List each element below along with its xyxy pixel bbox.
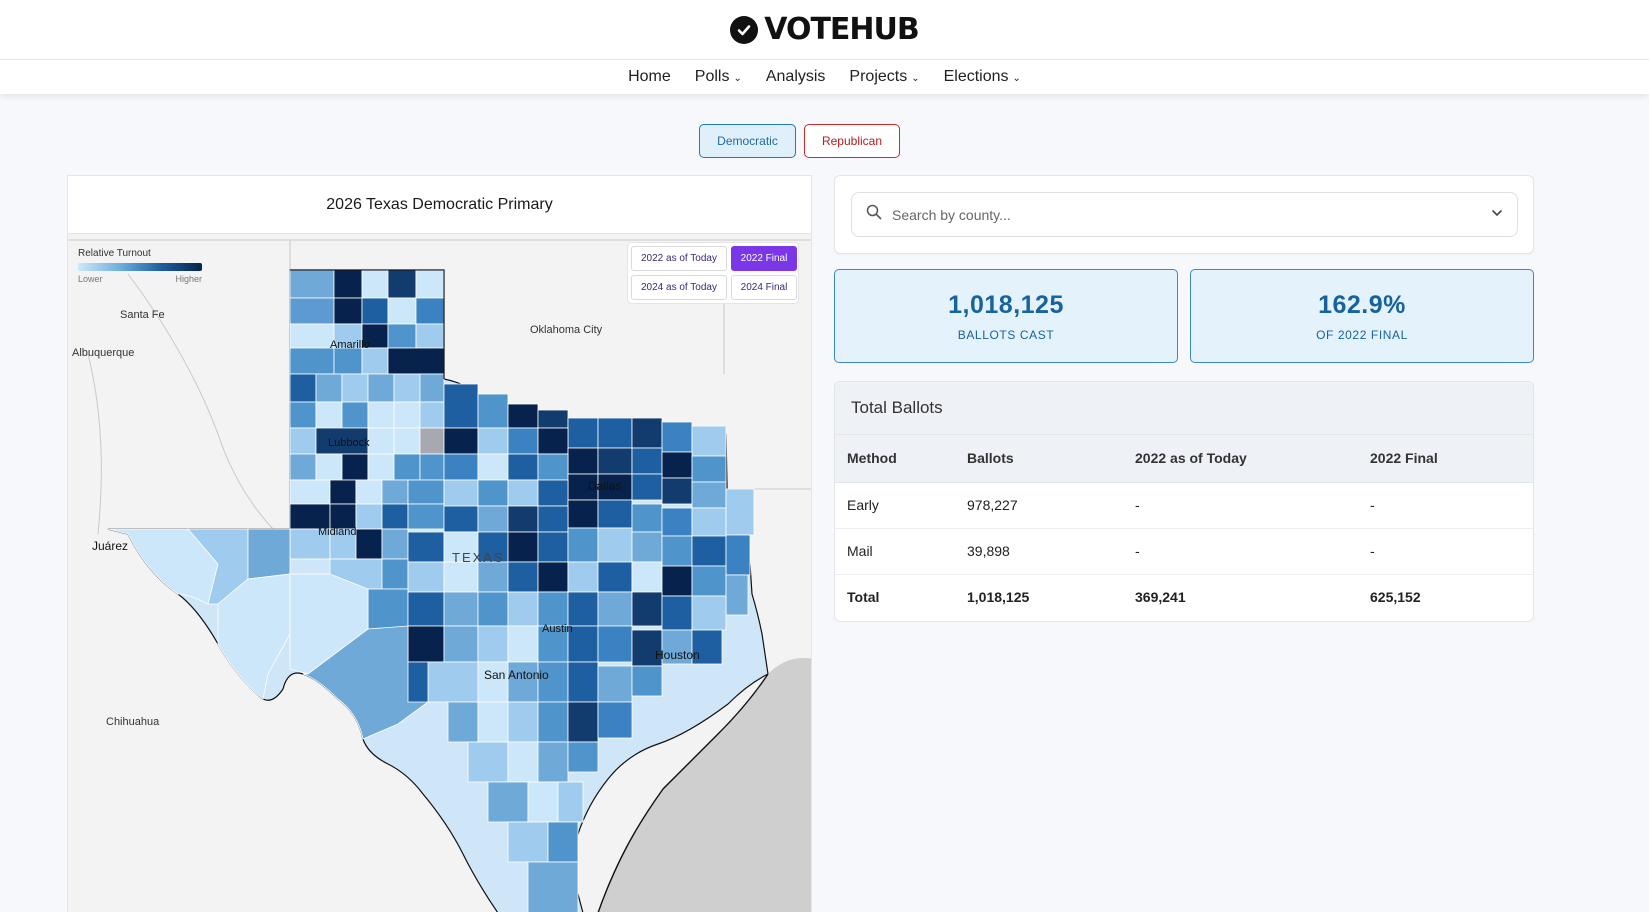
percent-of-final-value: 162.9% bbox=[1318, 290, 1406, 319]
total-ballots-card: Total Ballots Method Ballots 2022 as of … bbox=[834, 381, 1534, 622]
legend-title: Relative Turnout bbox=[78, 248, 151, 259]
republican-button[interactable]: Republican bbox=[804, 124, 900, 158]
search-icon bbox=[866, 204, 882, 225]
percent-of-final-card: 162.9% OF 2022 FINAL bbox=[1190, 269, 1534, 363]
panhandle-border bbox=[290, 269, 445, 379]
coastline bbox=[597, 673, 769, 912]
ballots-cast-value: 1,018,125 bbox=[948, 290, 1064, 319]
table-title: Total Ballots bbox=[835, 382, 1533, 435]
chevron-down-icon: ⌄ bbox=[733, 72, 742, 84]
nav-home[interactable]: Home bbox=[628, 68, 671, 86]
cell-2022-final: - bbox=[1370, 482, 1533, 529]
col-2022-final: 2022 Final bbox=[1370, 435, 1533, 483]
label-santa-fe: Santa Fe bbox=[120, 309, 165, 321]
legend-high: Higher bbox=[175, 274, 202, 284]
cell-method: Total bbox=[847, 589, 880, 606]
label-dallas: Dallas bbox=[588, 479, 621, 493]
check-circle-icon bbox=[730, 15, 759, 44]
map-canvas[interactable]: Santa Fe Albuquerque Oklahoma City Amari… bbox=[68, 234, 812, 912]
party-toggle: Democratic Republican bbox=[699, 124, 900, 158]
ballots-cast-card: 1,018,125 BALLOTS CAST bbox=[834, 269, 1178, 363]
county-search-card: Search by county... bbox=[834, 175, 1534, 254]
nav-projects[interactable]: Projects ⌄ bbox=[849, 68, 919, 86]
col-2022-as-of-today: 2022 as of Today bbox=[1135, 435, 1370, 483]
county-grid-west bbox=[107, 528, 429, 740]
table-row-total: Total 1,018,125 369,241 625,152 bbox=[835, 574, 1533, 620]
cell-2022-as-of-today: 369,241 bbox=[1135, 589, 1186, 606]
cell-2022-as-of-today: - bbox=[1135, 528, 1370, 575]
map-labels: Santa Fe Albuquerque Oklahoma City Amari… bbox=[72, 309, 700, 728]
table-row: Mail 39,898 - - bbox=[835, 528, 1533, 575]
cell-method: Mail bbox=[835, 528, 967, 575]
county-grid-east bbox=[443, 383, 755, 537]
nav-label: Home bbox=[628, 68, 671, 85]
nav-label: Projects bbox=[849, 68, 908, 85]
nav-label: Elections bbox=[943, 68, 1009, 85]
year-2024-final-button[interactable]: 2024 Final bbox=[731, 275, 797, 300]
year-2024-as-of-today-button[interactable]: 2024 as of Today bbox=[631, 275, 727, 300]
cell-ballots: 978,227 bbox=[967, 482, 1135, 529]
legend-ends: Lower Higher bbox=[78, 274, 202, 284]
cell-method: Early bbox=[835, 482, 967, 529]
map-card: 2026 Texas Democratic Primary bbox=[67, 175, 812, 912]
label-san-antonio: San Antonio bbox=[484, 668, 549, 682]
label-albuquerque: Albuquerque bbox=[72, 347, 134, 359]
nav-label: Analysis bbox=[765, 68, 826, 85]
nav-analysis[interactable]: Analysis bbox=[766, 68, 826, 86]
table-header-row: Method Ballots 2022 as of Today 2022 Fin… bbox=[835, 435, 1533, 483]
label-texas: TEXAS bbox=[452, 550, 505, 565]
label-lubbock: Lubbock bbox=[328, 437, 370, 449]
label-juarez: Juárez bbox=[92, 539, 128, 553]
nav-polls[interactable]: Polls ⌄ bbox=[695, 68, 742, 86]
democratic-button[interactable]: Democratic bbox=[699, 124, 796, 158]
cell-ballots: 1,018,125 bbox=[967, 589, 1030, 606]
brand-name: VOTEHUB bbox=[764, 12, 919, 47]
label-midland: Midland bbox=[318, 526, 357, 538]
main-nav: Home Polls ⌄ Analysis Projects ⌄ Elections… bbox=[0, 60, 1649, 94]
label-chihuahua: Chihuahua bbox=[106, 716, 160, 728]
search-placeholder: Search by county... bbox=[892, 206, 1011, 223]
legend-gradient bbox=[78, 263, 202, 271]
year-2022-as-of-today-button[interactable]: 2022 as of Today bbox=[631, 246, 727, 271]
table-row: Early 978,227 - - bbox=[835, 482, 1533, 529]
cell-2022-as-of-today: - bbox=[1135, 482, 1370, 529]
total-ballots-table: Method Ballots 2022 as of Today 2022 Fin… bbox=[835, 435, 1533, 620]
label-amarillo: Amarillo bbox=[330, 339, 370, 351]
percent-of-final-label: OF 2022 FINAL bbox=[1316, 327, 1408, 342]
turnout-map[interactable]: Santa Fe Albuquerque Oklahoma City Amari… bbox=[68, 234, 812, 912]
label-oklahoma-city: Oklahoma City bbox=[530, 324, 603, 336]
nav-label: Polls bbox=[694, 68, 730, 85]
site-header: VOTEHUB bbox=[0, 0, 1649, 60]
chevron-down-icon[interactable] bbox=[1491, 206, 1503, 224]
label-austin: Austin bbox=[542, 623, 573, 635]
county-search-input[interactable]: Search by county... bbox=[851, 192, 1518, 237]
nav-elections[interactable]: Elections ⌄ bbox=[944, 68, 1021, 86]
cell-2022-final: 625,152 bbox=[1370, 589, 1421, 606]
chevron-down-icon: ⌄ bbox=[1012, 72, 1021, 84]
cell-ballots: 39,898 bbox=[967, 528, 1135, 575]
map-title: 2026 Texas Democratic Primary bbox=[68, 176, 811, 234]
year-2022-final-button[interactable]: 2022 Final bbox=[731, 246, 797, 271]
label-houston: Houston bbox=[655, 648, 700, 662]
year-selector: 2022 as of Today 2022 Final 2024 as of T… bbox=[627, 242, 799, 304]
col-ballots: Ballots bbox=[967, 435, 1135, 483]
gulf-of-mexico bbox=[598, 658, 811, 912]
site-logo[interactable]: VOTEHUB bbox=[730, 12, 920, 47]
legend-low: Lower bbox=[78, 274, 103, 284]
cell-2022-final: - bbox=[1370, 528, 1533, 575]
chevron-down-icon: ⌄ bbox=[911, 72, 920, 84]
col-method: Method bbox=[835, 435, 967, 483]
county-grid-central bbox=[289, 527, 751, 912]
county-grid-panhandle bbox=[289, 269, 445, 530]
ballots-cast-label: BALLOTS CAST bbox=[957, 327, 1055, 342]
map-legend: Relative Turnout Lower Higher bbox=[68, 242, 288, 286]
